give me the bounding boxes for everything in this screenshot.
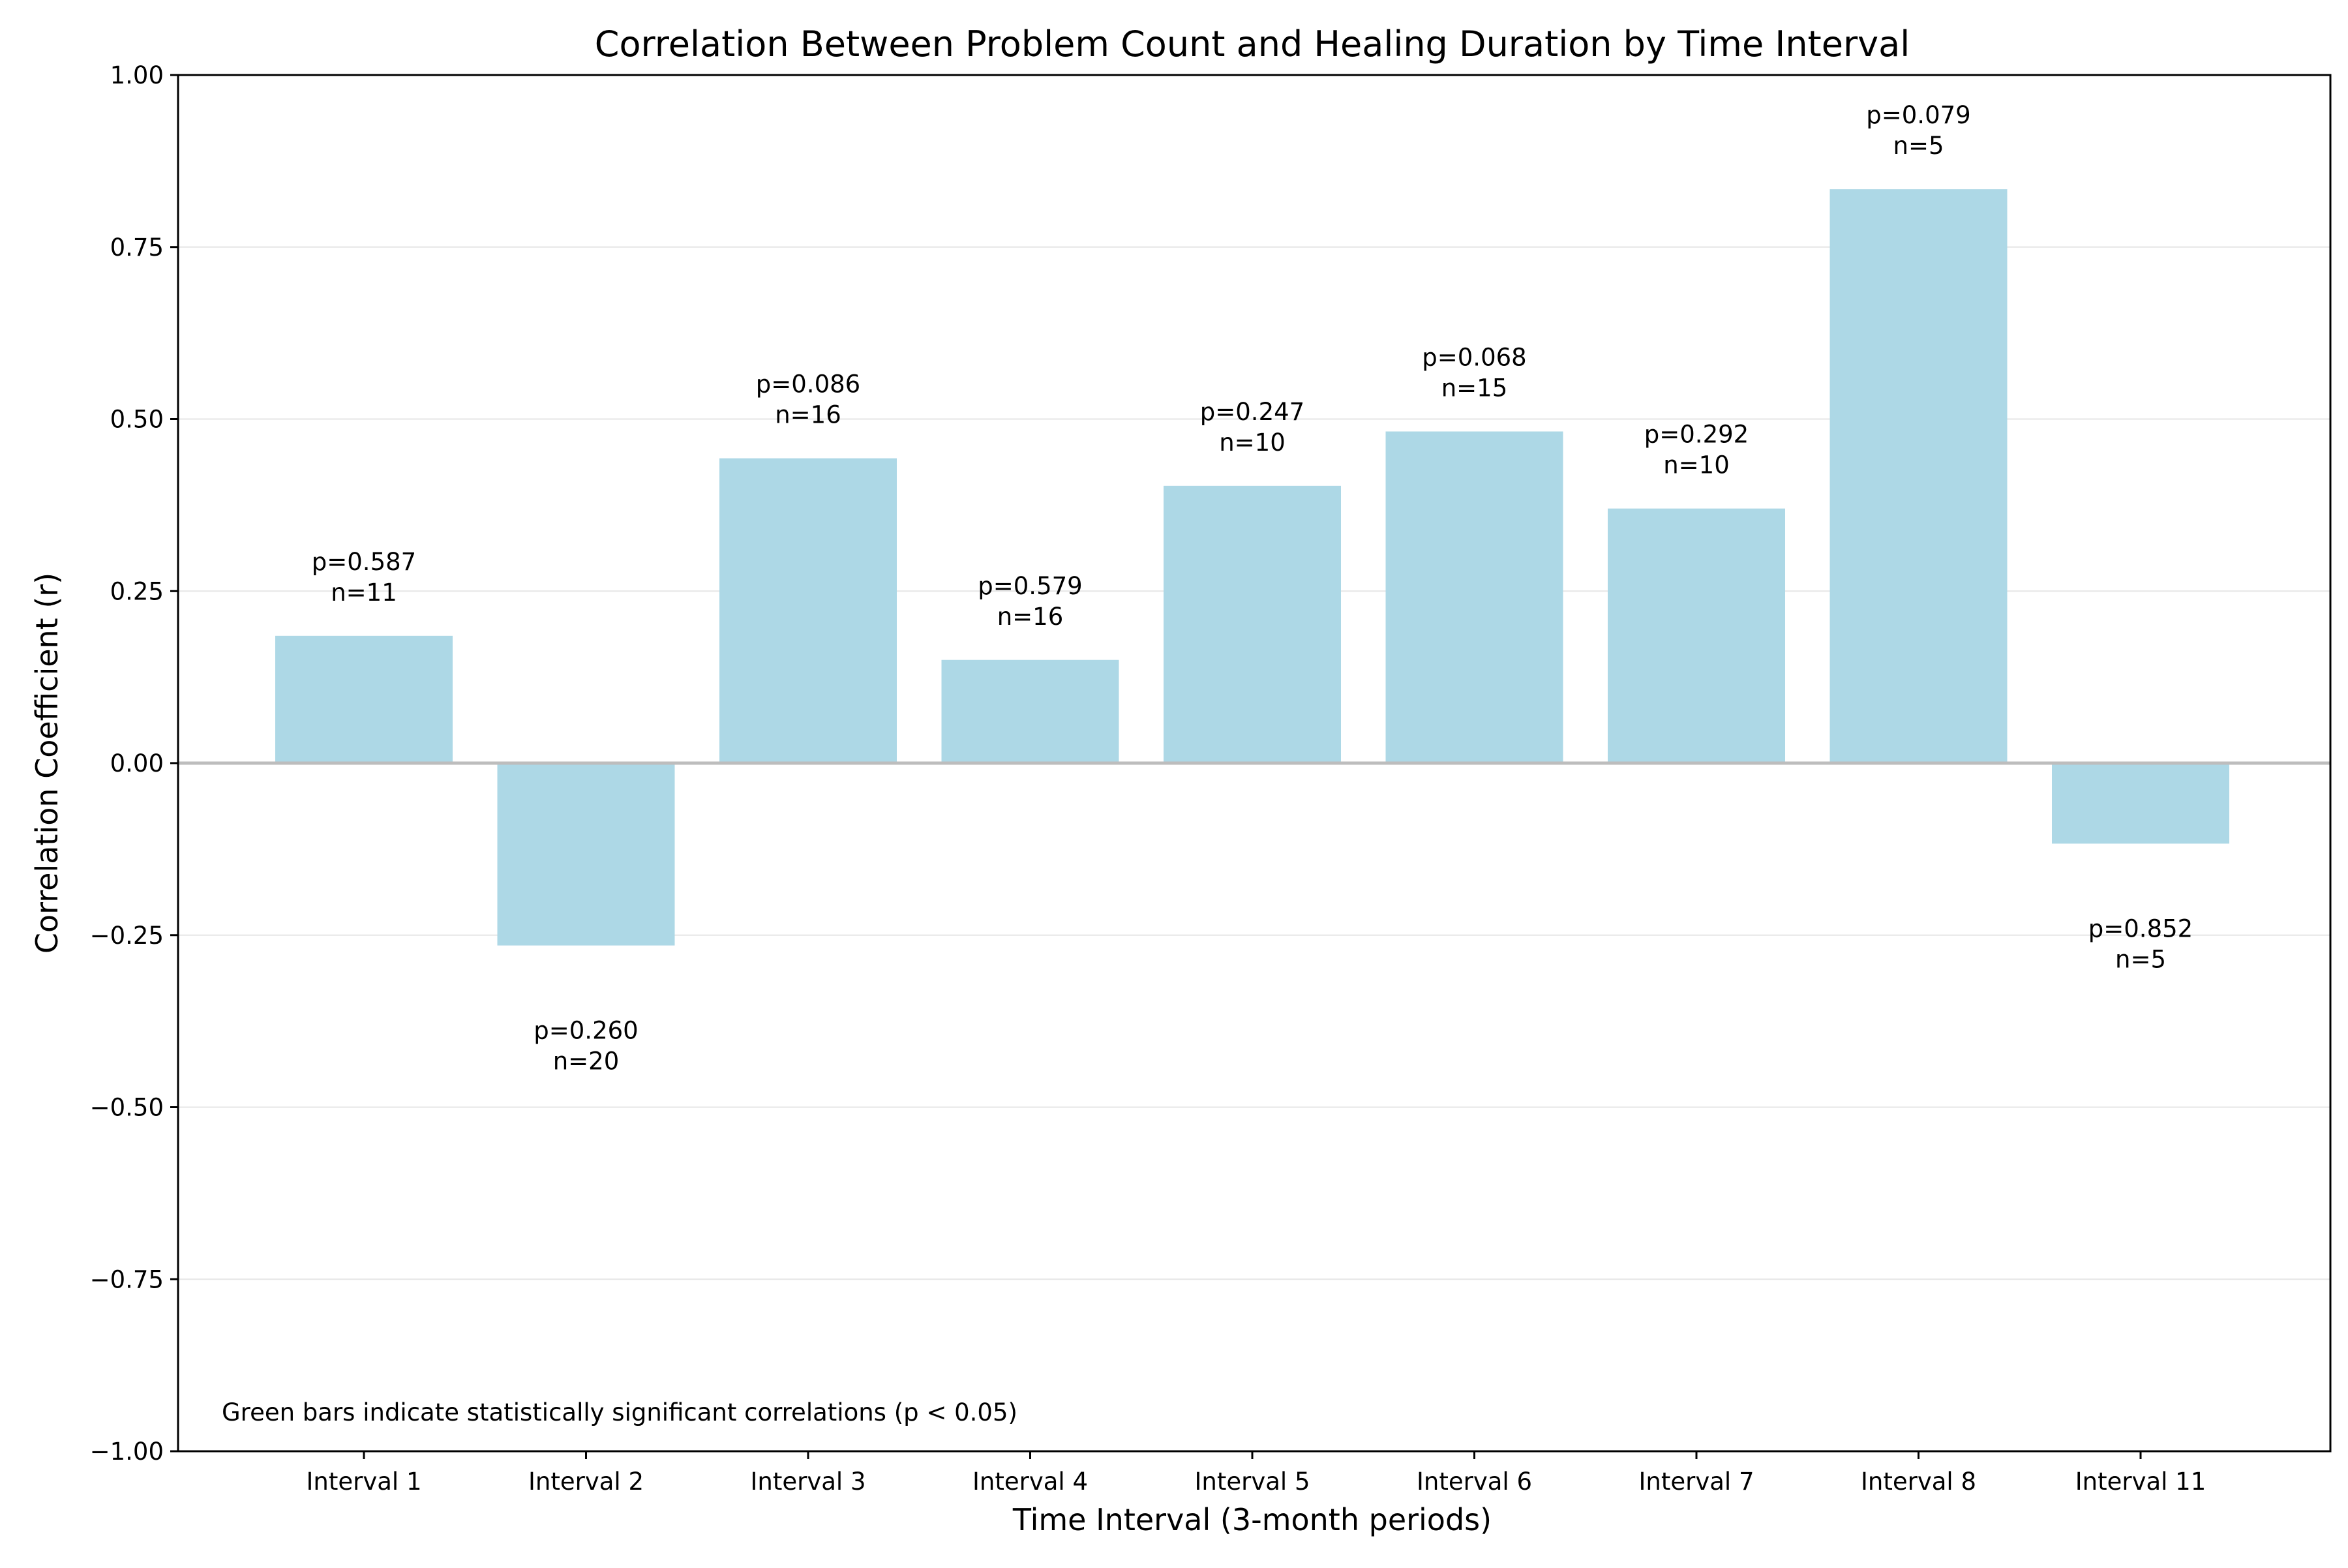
sample-size-label: n=5 [2115, 945, 2166, 973]
y-tick-label: 0.50 [110, 406, 164, 434]
bar [719, 458, 897, 763]
y-axis-ticks: −1.00 −0.75 −0.50 −0.25 0.00 0.25 0.50 0.75 1.00 [90, 61, 178, 1466]
sample-size-label: n=11 [331, 579, 397, 607]
sample-size-label: n=5 [1893, 132, 1944, 160]
x-axis-label: Time Interval (3-month periods) [1012, 1502, 1492, 1537]
sample-size-label: n=16 [775, 401, 841, 429]
p-value-label: p=0.079 [1866, 101, 1970, 129]
x-axis-ticks: Interval 1 Interval 2 Interval 3 Interval 4… [307, 1451, 2206, 1496]
bar [1385, 431, 1563, 763]
bars [275, 189, 2229, 946]
bar [1829, 189, 2008, 763]
y-tick-label: −0.50 [90, 1094, 164, 1122]
sample-size-label: n=20 [553, 1048, 620, 1076]
y-axis-label: Correlation Coefficient (r) [29, 573, 65, 954]
sample-size-label: n=10 [1219, 429, 1286, 457]
bar [941, 659, 1119, 763]
x-tick-label: Interval 2 [528, 1468, 644, 1496]
significance-note: Green bars indicate statistically signif… [222, 1398, 1017, 1426]
p-value-label: p=0.579 [978, 572, 1082, 600]
p-value-label: p=0.068 [1422, 343, 1526, 371]
x-tick-label: Interval 8 [1861, 1468, 1976, 1496]
p-value-label: p=0.587 [312, 548, 416, 576]
p-value-label: p=0.852 [2088, 914, 2193, 942]
x-tick-label: Interval 7 [1639, 1468, 1754, 1496]
x-tick-label: Interval 1 [307, 1468, 422, 1496]
y-tick-label: −0.25 [90, 922, 164, 950]
bar [1164, 485, 1341, 763]
x-tick-label: Interval 6 [1417, 1468, 1532, 1496]
p-value-label: p=0.292 [1644, 421, 1749, 449]
bar [497, 763, 675, 946]
p-value-label: p=0.260 [534, 1017, 638, 1045]
x-tick-label: Interval 11 [2075, 1468, 2206, 1496]
data-labels: p=0.587n=11p=0.260n=20p=0.086n=16p=0.579… [312, 101, 2193, 1075]
p-value-label: p=0.086 [756, 370, 860, 399]
y-tick-label: 1.00 [110, 61, 164, 89]
y-tick-label: −0.75 [90, 1265, 164, 1293]
chart-title: Correlation Between Problem Count and He… [595, 23, 1910, 65]
bar [2052, 763, 2229, 844]
sample-size-label: n=15 [1441, 374, 1508, 402]
x-tick-label: Interval 4 [972, 1468, 1088, 1496]
x-tick-label: Interval 5 [1195, 1468, 1310, 1496]
bar [275, 635, 453, 763]
sample-size-label: n=10 [1663, 451, 1730, 479]
y-tick-label: 0.00 [110, 749, 164, 777]
x-tick-label: Interval 3 [751, 1468, 866, 1496]
y-tick-label: 0.25 [110, 577, 164, 605]
sample-size-label: n=16 [997, 603, 1064, 631]
bar [1608, 508, 1785, 763]
y-tick-label: 0.75 [110, 234, 164, 262]
p-value-label: p=0.247 [1200, 398, 1304, 426]
y-tick-label: −1.00 [90, 1438, 164, 1466]
